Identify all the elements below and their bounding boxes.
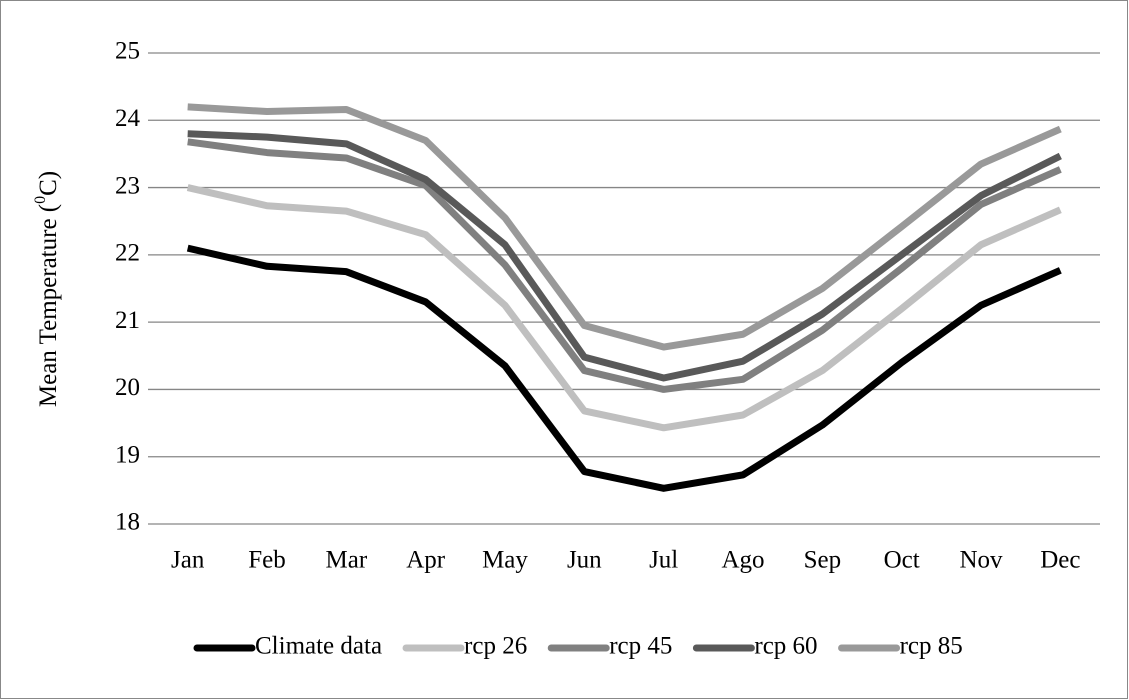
y-label-text: Mean Temperature ( bbox=[35, 204, 62, 407]
legend-label: rcp 45 bbox=[609, 633, 672, 660]
y-tick-label: 18 bbox=[115, 509, 140, 536]
series-line bbox=[187, 138, 1062, 393]
x-tick-label: Nov bbox=[959, 547, 1003, 574]
x-tick-label: Jan bbox=[171, 547, 205, 574]
x-tick-label: Sep bbox=[804, 547, 842, 574]
y-axis-label: Mean Temperature (0C) bbox=[32, 171, 62, 407]
y-tick-label: 19 bbox=[115, 441, 140, 468]
x-tick-label: Jun bbox=[567, 547, 602, 574]
x-tick-label: Dec bbox=[1040, 547, 1080, 574]
series-line bbox=[187, 103, 1062, 351]
x-tick-label: Oct bbox=[884, 547, 920, 574]
y-tick-label: 24 bbox=[115, 105, 141, 132]
y-tick-label: 23 bbox=[115, 172, 140, 199]
y-tick-label: 20 bbox=[115, 374, 140, 401]
legend-label: rcp 85 bbox=[900, 633, 963, 660]
x-tick-label: Mar bbox=[326, 547, 368, 574]
series-line bbox=[186, 184, 1062, 432]
y-tick-label: 25 bbox=[115, 38, 140, 65]
y-tick-label: 21 bbox=[115, 307, 140, 334]
x-tick-label: Jul bbox=[649, 547, 678, 574]
x-tick-label: Apr bbox=[406, 547, 446, 574]
y-label-text: C) bbox=[35, 171, 62, 196]
y-label-sup: 0 bbox=[32, 196, 49, 204]
series-line bbox=[187, 130, 1062, 382]
x-tick-label: Feb bbox=[248, 547, 286, 574]
x-tick-label: May bbox=[482, 547, 528, 574]
series-line bbox=[186, 244, 1062, 492]
legend-label: rcp 26 bbox=[464, 633, 527, 660]
y-tick-label: 22 bbox=[115, 240, 140, 267]
legend-label: rcp 60 bbox=[754, 633, 817, 660]
legend-label: Climate data bbox=[255, 633, 382, 660]
x-tick-label: Ago bbox=[721, 547, 764, 574]
